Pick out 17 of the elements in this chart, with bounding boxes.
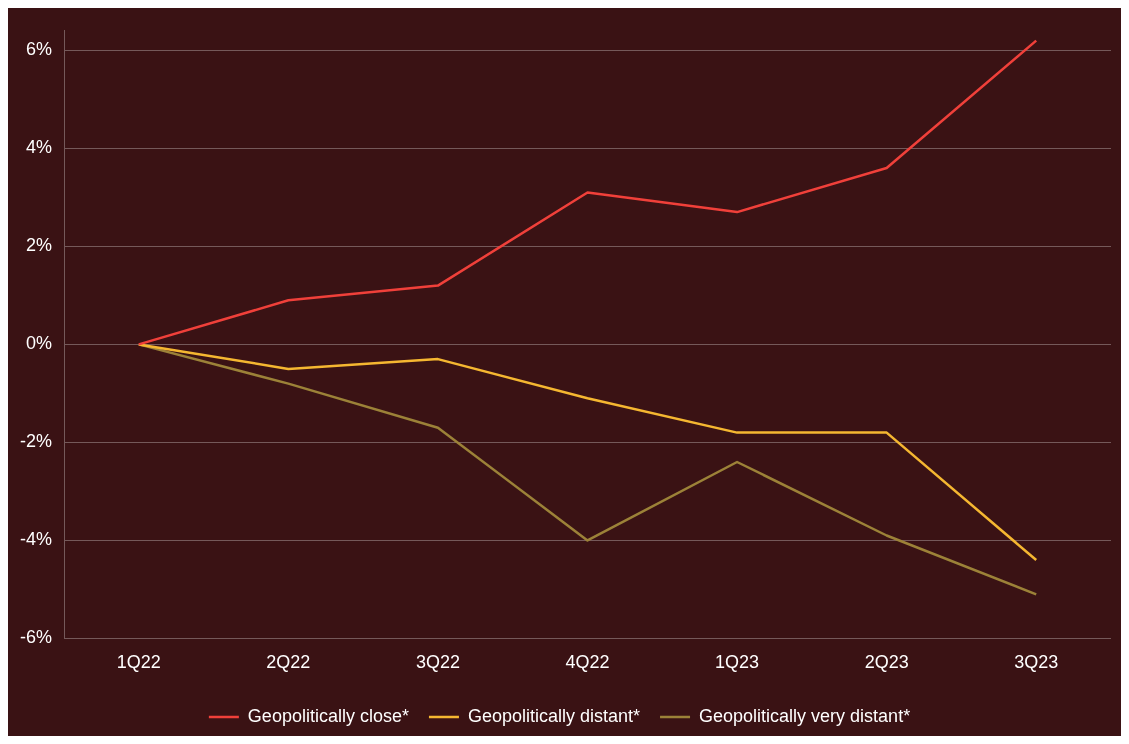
x-tick-label: 3Q22 xyxy=(415,652,460,673)
y-tick-label: -6% xyxy=(19,627,53,648)
legend-label: Geopolitically close* xyxy=(247,705,409,726)
x-tick-label: 3Q23 xyxy=(1014,652,1059,673)
y-tick-label: 2% xyxy=(25,235,53,256)
y-tick-label: -4% xyxy=(19,529,53,550)
x-tick-label: 2Q22 xyxy=(266,652,311,673)
legend-label: Geopolitically very distant* xyxy=(699,705,911,726)
y-tick-label: 0% xyxy=(25,333,53,354)
x-tick-label: 4Q22 xyxy=(565,652,610,673)
x-tick-label: 2Q23 xyxy=(864,652,909,673)
x-tick-label: 1Q22 xyxy=(116,652,161,673)
y-tick-label: 4% xyxy=(25,137,53,158)
y-tick-label: -2% xyxy=(19,431,53,452)
x-tick-label: 1Q23 xyxy=(715,652,760,673)
y-tick-label: 6% xyxy=(25,39,53,60)
legend-label: Geopolitically distant* xyxy=(467,705,641,726)
